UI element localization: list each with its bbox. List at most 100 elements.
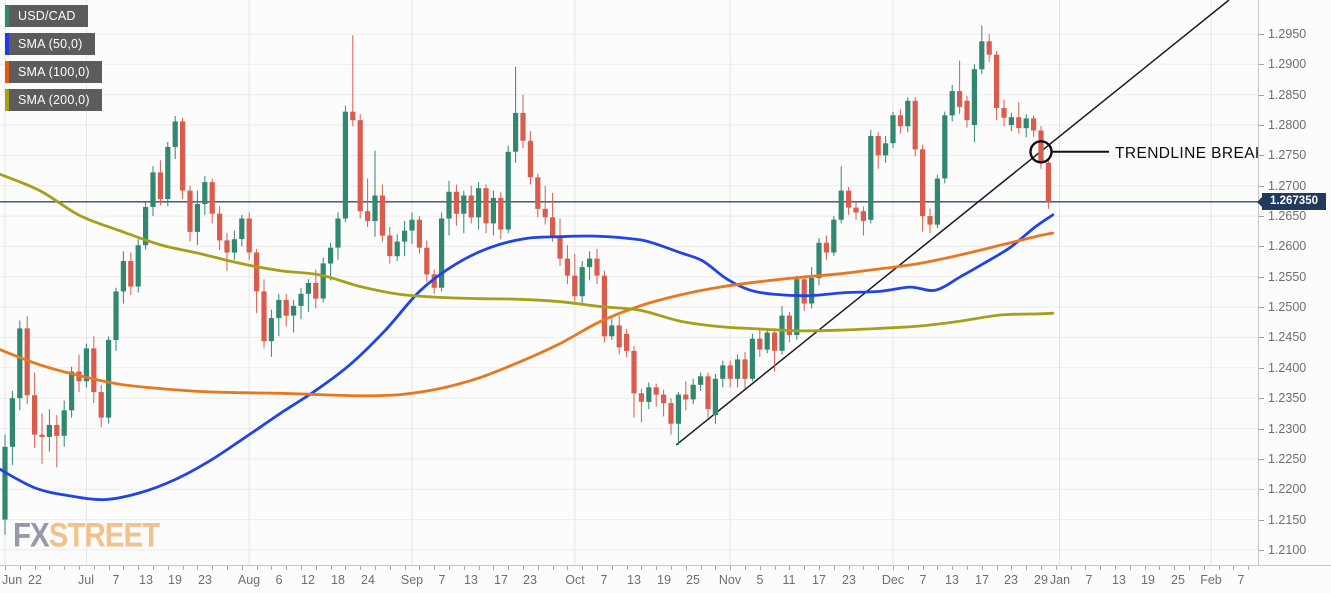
candle-body [772,332,778,351]
candle-body [1008,117,1014,126]
time-axis-tick [923,566,924,570]
time-axis-tick [789,566,790,570]
time-axis-month-label: Oct [565,573,585,587]
time-axis-label: 13 [1112,573,1126,587]
candle-body [231,239,237,253]
time-axis-tick [123,566,124,570]
candle-body [91,348,97,393]
candle-body [934,178,940,225]
price-axis-tick [1259,125,1264,126]
candle-body [971,69,977,125]
legend-item-label: SMA (100,0) [18,65,90,79]
time-axis-tick [464,566,465,570]
candle-body [683,394,689,400]
time-axis-label: 13 [139,573,153,587]
candle-body [54,424,60,436]
price-axis-tick [1259,307,1264,308]
sma-50-line [0,213,1055,502]
time-axis-tick [242,566,243,570]
candle-body [298,293,304,306]
time-axis-tick [1085,566,1086,570]
candle-body [942,115,948,179]
time-axis-tick [523,566,524,570]
price-axis-label: 1.2300 [1268,422,1307,436]
candle-body [113,291,119,340]
time-axis-month-label: Jul [78,573,94,587]
candle-body [490,197,496,224]
time-axis-tick [997,566,998,570]
time-axis-tick [49,566,50,570]
candle-body [535,177,541,209]
time-axis-tick [405,566,406,570]
candle-body [1016,117,1022,129]
candle-body [883,143,889,156]
candle-body [1045,162,1051,202]
candle-body [631,350,637,394]
legend-item-sma50[interactable]: SMA (50,0) [5,33,95,55]
legend-item-sma100[interactable]: SMA (100,0) [5,61,102,83]
candle-body [638,393,644,402]
candle-body [853,207,859,213]
time-axis-tick [301,566,302,570]
time-axis-label: 24 [361,573,375,587]
time-axis-tick [641,566,642,570]
candle-body [357,120,363,212]
time-axis-tick [612,566,613,570]
time-axis-label: 19 [657,573,671,587]
candle-body [860,211,866,221]
candle-body [320,263,326,299]
time-axis-tick [508,566,509,570]
time-axis[interactable]: Jun 22 Jul 7 13 19 23 Aug 6 12 18 24 Sep 7 13 17 23 Oct 7 1… [0,565,1331,593]
time-axis-tick [937,566,938,570]
candle-body [217,213,223,241]
time-axis-tick [257,566,258,570]
time-axis-tick [479,566,480,570]
candle-body [838,190,844,220]
time-axis-tick [316,566,317,570]
legend-item-sma200[interactable]: SMA (200,0) [5,89,102,111]
candle-body [157,172,163,200]
time-axis-tick [863,566,864,570]
candle-body [268,318,274,342]
legend-item-label: USD/CAD [18,9,76,23]
time-axis-tick [1219,566,1220,570]
candle-body [609,325,615,337]
candle-body [335,218,341,248]
candle-body [261,291,267,342]
time-axis-label: 13 [627,573,641,587]
price-axis-tick [1259,489,1264,490]
price-axis-label: 1.2800 [1268,118,1307,132]
time-axis-month-label: Feb [1200,573,1222,587]
candle-body [106,339,112,418]
price-axis-label: 1.2450 [1268,330,1307,344]
time-axis-tick [360,566,361,570]
candle-body [720,365,726,379]
trendline-break-label: TRENDLINE BREAK [1115,145,1258,162]
time-axis-label: 7 [1237,573,1245,587]
time-axis-tick [35,566,36,570]
price-axis[interactable]: 1.267350 1.2950 1.2900 1.2850 1.2800 1.2750 1… [1257,0,1331,565]
time-axis-month-label: Dec [881,573,905,587]
time-axis-label: 23 [842,573,856,587]
legend-item-usdcad[interactable]: USD/CAD [5,5,88,27]
candle-body [735,359,741,379]
time-axis-label: 25 [1171,573,1185,587]
candle-body [17,328,23,399]
candle-body [520,112,526,141]
candle-body [135,245,141,287]
time-axis-tick [138,566,139,570]
time-axis-tick [908,566,909,570]
candle-body [187,190,193,232]
candle-body [69,371,75,411]
price-axis-tick [1259,64,1264,65]
time-axis-month-label: Nov [718,573,742,587]
legend-item-label: SMA (50,0) [18,37,83,51]
time-axis-tick [419,566,420,570]
time-axis-tick [538,566,539,570]
time-axis-tick [1056,566,1057,570]
chart-plot-area[interactable]: USD/CAD SMA (50,0) SMA (100,0) SMA (200,0) … [0,0,1258,565]
candle-body [453,191,459,214]
trendline[interactable] [675,0,1230,446]
candle-body [209,182,215,214]
price-axis-label: 1.2500 [1268,300,1307,314]
